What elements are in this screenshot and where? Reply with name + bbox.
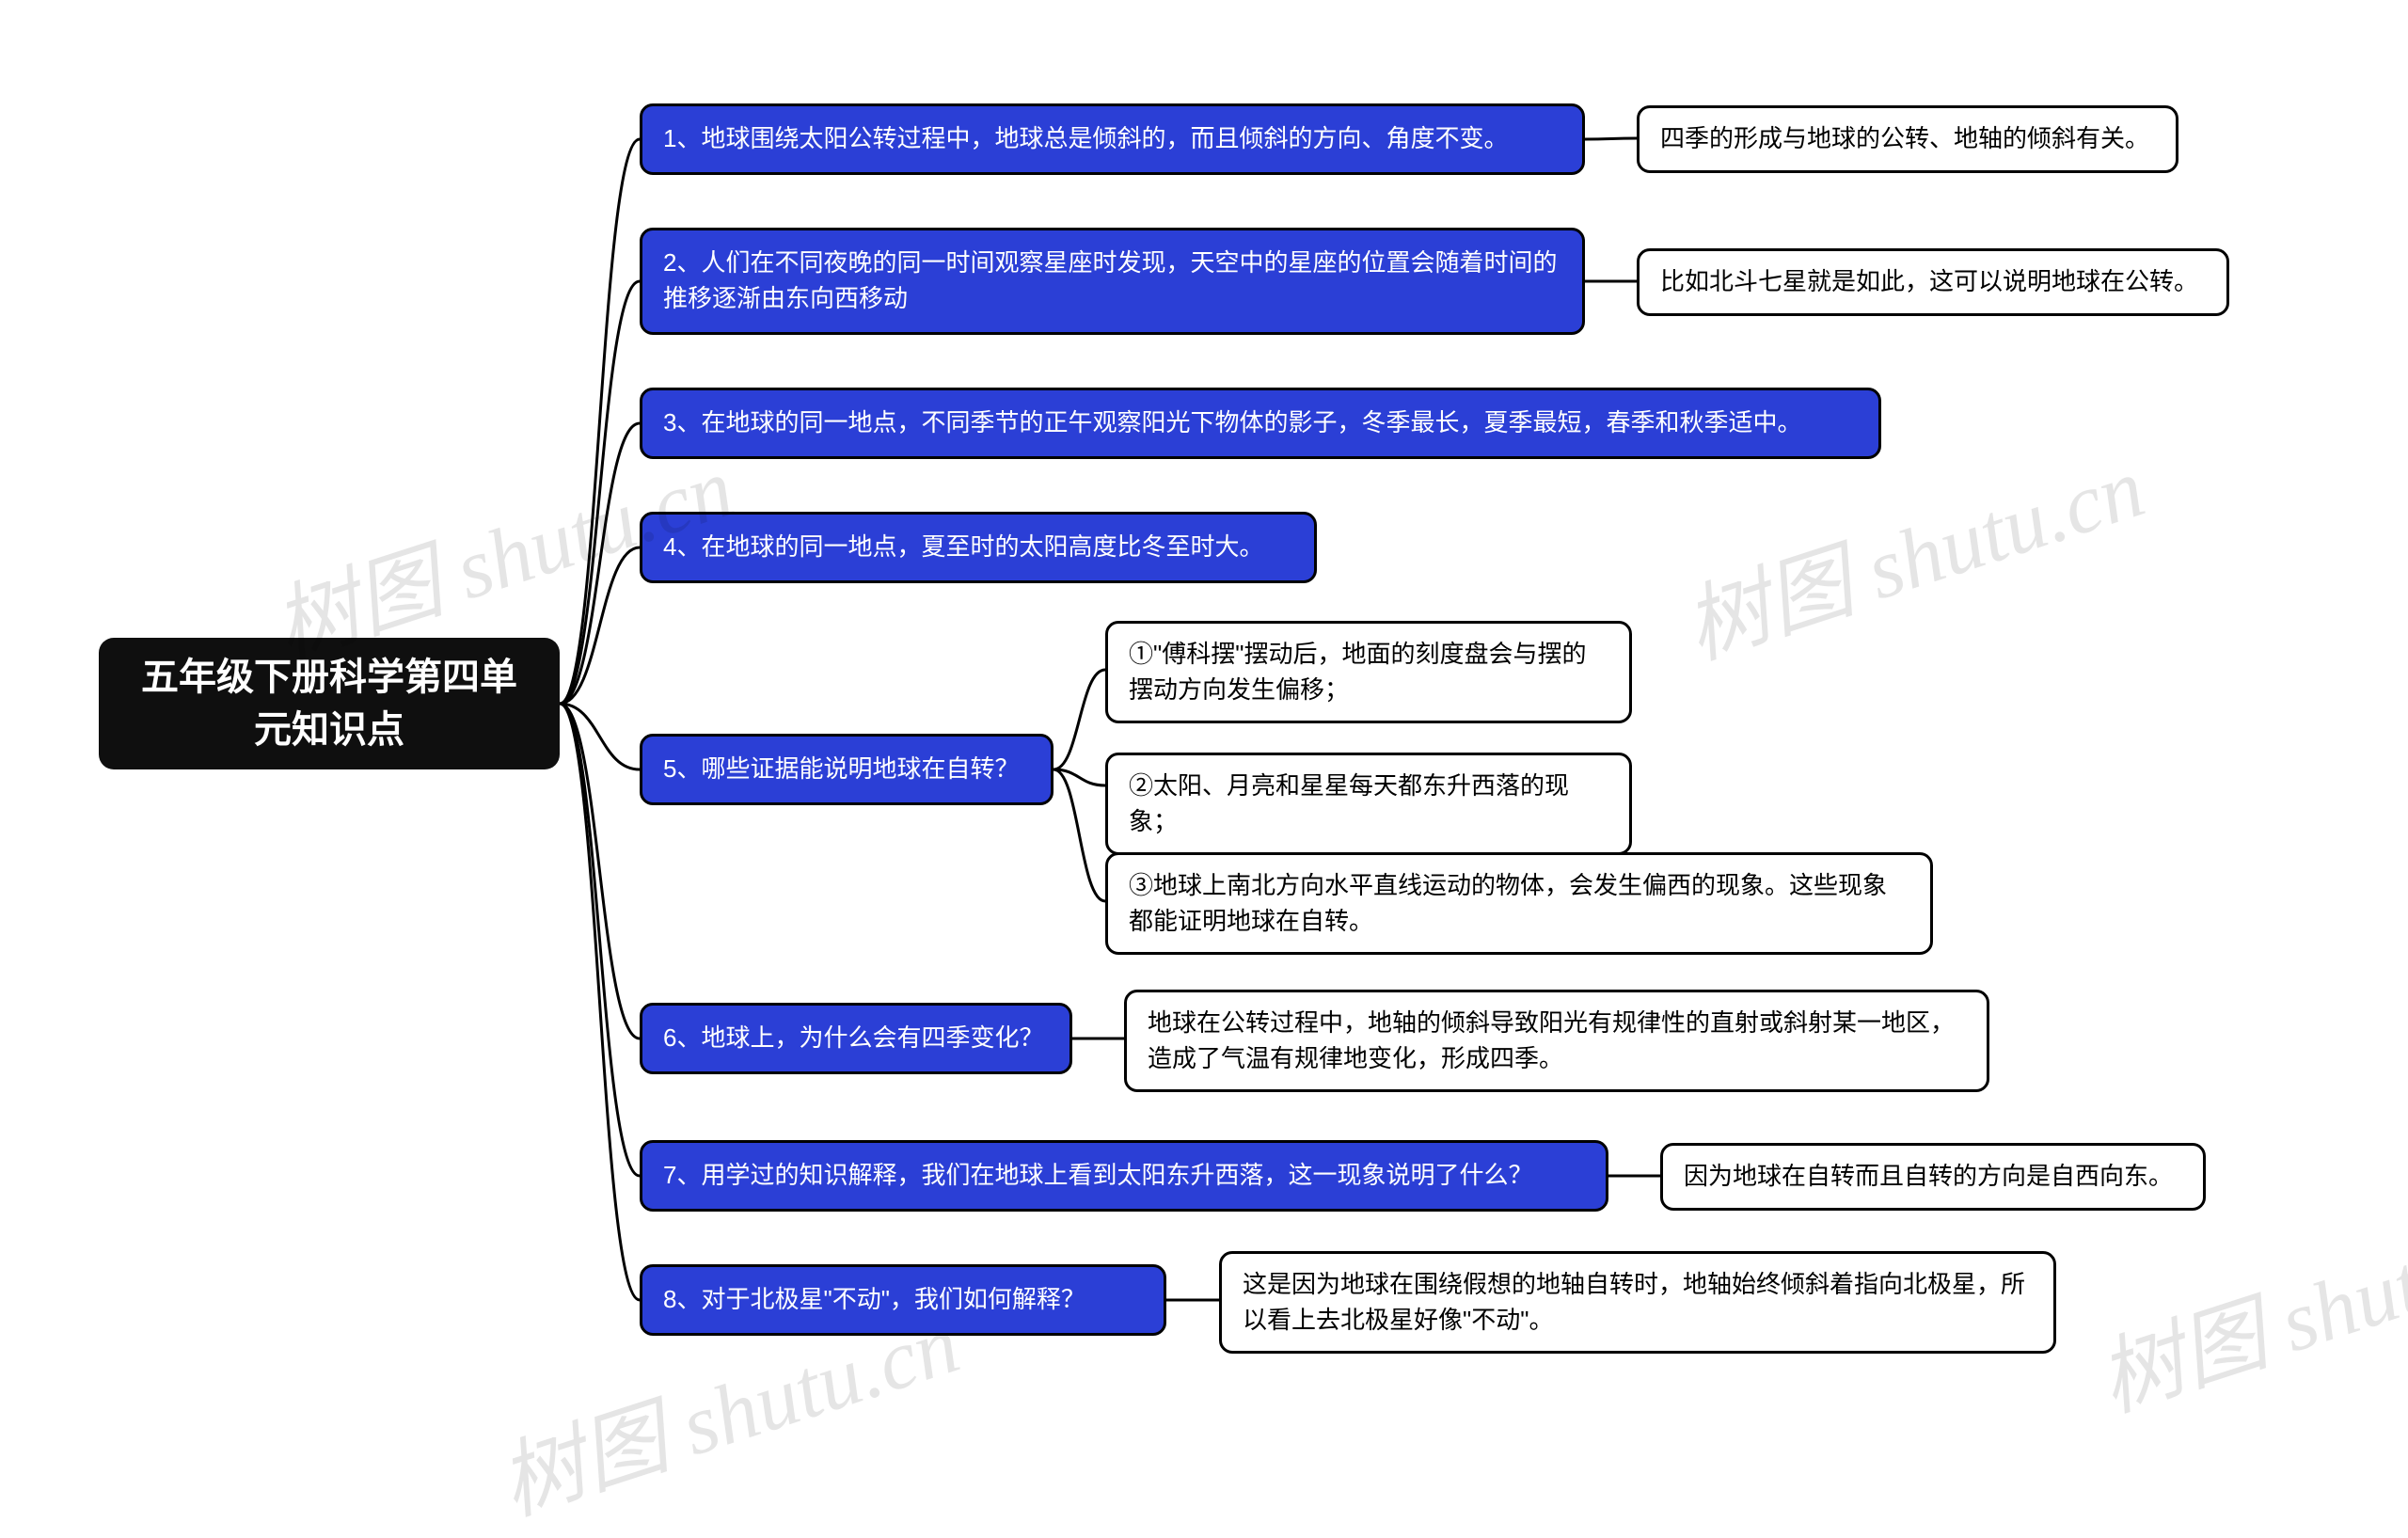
branch-5-child-3[interactable]: ③地球上南北方向水平直线运动的物体，会发生偏西的现象。这些现象都能证明地球在自转… xyxy=(1105,852,1933,955)
branch-node-3-label: 3、在地球的同一地点，不同季节的正午观察阳光下物体的影子，冬季最长，夏季最短，春… xyxy=(663,405,1801,441)
branch-node-1[interactable]: 1、地球围绕太阳公转过程中，地球总是倾斜的，而且倾斜的方向、角度不变。 xyxy=(640,103,1585,175)
root-label: 五年级下册科学第四单元知识点 xyxy=(127,651,531,756)
branch-node-2[interactable]: 2、人们在不同夜晚的同一时间观察星座时发现，天空中的星座的位置会随着时间的推移逐… xyxy=(640,228,1585,335)
branch-node-6-label: 6、地球上，为什么会有四季变化？ xyxy=(663,1021,1043,1056)
root-node[interactable]: 五年级下册科学第四单元知识点 xyxy=(99,638,560,769)
branch-node-8-label: 8、对于北极星"不动"，我们如何解释？ xyxy=(663,1282,1085,1318)
branch-node-4[interactable]: 4、在地球的同一地点，夏至时的太阳高度比冬至时大。 xyxy=(640,512,1317,583)
branch-node-5-label: 5、哪些证据能说明地球在自转？ xyxy=(663,752,1019,787)
mindmap-canvas: 五年级下册科学第四单元知识点 1、地球围绕太阳公转过程中，地球总是倾斜的，而且倾… xyxy=(0,0,2408,1413)
branch-6-child-1[interactable]: 地球在公转过程中，地轴的倾斜导致阳光有规律性的直射或斜射某一地区，造成了气温有规… xyxy=(1124,990,1989,1092)
branch-2-child-1-label: 比如北斗七星就是如此，这可以说明地球在公转。 xyxy=(1660,264,2198,300)
branch-node-5[interactable]: 5、哪些证据能说明地球在自转？ xyxy=(640,734,1054,805)
branch-7-child-1[interactable]: 因为地球在自转而且自转的方向是自西向东。 xyxy=(1660,1143,2206,1211)
branch-7-child-1-label: 因为地球在自转而且自转的方向是自西向东。 xyxy=(1684,1159,2173,1195)
branch-node-2-label: 2、人们在不同夜晚的同一时间观察星座时发现，天空中的星座的位置会随着时间的推移逐… xyxy=(663,246,1561,316)
branch-8-child-1[interactable]: 这是因为地球在围绕假想的地轴自转时，地轴始终倾斜着指向北极星，所以看上去北极星好… xyxy=(1219,1251,2056,1354)
branch-node-3[interactable]: 3、在地球的同一地点，不同季节的正午观察阳光下物体的影子，冬季最长，夏季最短，春… xyxy=(640,388,1881,459)
branch-5-child-2-label: ②太阳、月亮和星星每天都东升西落的现象； xyxy=(1129,769,1608,839)
branch-6-child-1-label: 地球在公转过程中，地轴的倾斜导致阳光有规律性的直射或斜射某一地区，造成了气温有规… xyxy=(1148,1006,1966,1076)
branch-node-7[interactable]: 7、用学过的知识解释，我们在地球上看到太阳东升西落，这一现象说明了什么？ xyxy=(640,1140,1608,1212)
branch-node-8[interactable]: 8、对于北极星"不动"，我们如何解释？ xyxy=(640,1264,1166,1336)
branch-1-child-1[interactable]: 四季的形成与地球的公转、地轴的倾斜有关。 xyxy=(1637,105,2178,173)
branch-node-6[interactable]: 6、地球上，为什么会有四季变化？ xyxy=(640,1003,1072,1074)
branch-2-child-1[interactable]: 比如北斗七星就是如此，这可以说明地球在公转。 xyxy=(1637,248,2229,316)
branch-5-child-3-label: ③地球上南北方向水平直线运动的物体，会发生偏西的现象。这些现象都能证明地球在自转… xyxy=(1129,868,1909,939)
branch-5-child-1-label: ①"傅科摆"摆动后，地面的刻度盘会与摆的摆动方向发生偏移； xyxy=(1129,637,1608,707)
branch-8-child-1-label: 这是因为地球在围绕假想的地轴自转时，地轴始终倾斜着指向北极星，所以看上去北极星好… xyxy=(1243,1267,2033,1338)
branch-node-1-label: 1、地球围绕太阳公转过程中，地球总是倾斜的，而且倾斜的方向、角度不变。 xyxy=(663,121,1508,157)
branch-5-child-2[interactable]: ②太阳、月亮和星星每天都东升西落的现象； xyxy=(1105,753,1632,855)
watermark-3: 树图 shutu.cn xyxy=(2081,1171,2408,1435)
branch-1-child-1-label: 四季的形成与地球的公转、地轴的倾斜有关。 xyxy=(1660,121,2149,157)
branch-5-child-1[interactable]: ①"傅科摆"摆动后，地面的刻度盘会与摆的摆动方向发生偏移； xyxy=(1105,621,1632,723)
branch-node-7-label: 7、用学过的知识解释，我们在地球上看到太阳东升西落，这一现象说明了什么？ xyxy=(663,1158,1532,1194)
branch-node-4-label: 4、在地球的同一地点，夏至时的太阳高度比冬至时大。 xyxy=(663,530,1263,565)
